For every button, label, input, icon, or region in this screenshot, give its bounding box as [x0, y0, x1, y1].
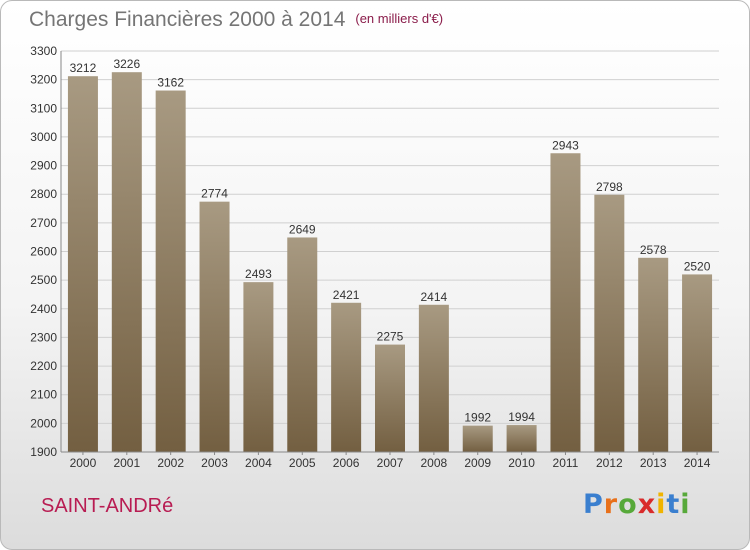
bar — [331, 302, 362, 452]
bar — [506, 425, 537, 452]
y-tick-label: 3000 — [30, 130, 57, 144]
x-tick-label: 2014 — [684, 456, 711, 470]
y-tick-label: 3300 — [30, 44, 57, 58]
y-tick-label: 2100 — [30, 388, 57, 402]
y-tick-label: 2900 — [30, 159, 57, 173]
y-tick-label: 2400 — [30, 302, 57, 316]
x-tick-label: 2006 — [333, 456, 360, 470]
data-label: 2649 — [289, 222, 316, 236]
data-label: 2774 — [201, 187, 228, 201]
bar-chart: 1900 2000 2100 2200 2300 2400 2500 2600 2700 2800… — [30, 44, 719, 470]
logo-letter: r — [603, 489, 619, 520]
data-label: 2520 — [684, 259, 711, 273]
y-tick-label: 3100 — [30, 101, 57, 115]
logo-letter: P — [583, 489, 604, 520]
y-tick-label: 2600 — [30, 245, 57, 259]
y-tick-label: 3200 — [30, 73, 57, 87]
data-label: 2414 — [421, 290, 448, 304]
bar — [67, 76, 98, 452]
logo-letter: x — [637, 489, 657, 520]
y-tick-label: 2300 — [30, 330, 57, 344]
logo-letter: i — [656, 489, 667, 520]
data-label: 3226 — [113, 57, 140, 71]
x-tick-label: 2012 — [596, 456, 623, 470]
logo-letter: i — [680, 489, 691, 520]
bar — [199, 201, 230, 452]
x-axis-ticks: 2000 2001 2002 2003 2004 2005 2006 2007 2008 2009… — [70, 452, 711, 470]
x-tick-label: 2000 — [70, 456, 97, 470]
proxiti-logo: Proxiti — [583, 489, 691, 520]
x-tick-label: 2008 — [421, 456, 448, 470]
bar — [638, 257, 669, 452]
y-tick-label: 2000 — [30, 416, 57, 430]
x-tick-label: 2005 — [289, 456, 316, 470]
bar — [550, 153, 581, 452]
y-tick-label: 2700 — [30, 216, 57, 230]
chart-title-text: Charges Financières 2000 à 2014 — [29, 8, 346, 31]
x-tick-label: 2004 — [245, 456, 272, 470]
logo-letter: t — [666, 489, 681, 520]
bars — [67, 72, 713, 453]
data-label: 2493 — [245, 267, 272, 281]
data-labels: 3212 3226 3162 2774 2493 2649 2421 2275 2414 1992… — [70, 57, 711, 424]
bar — [594, 194, 625, 452]
chart-unit: (en milliers d'€) — [355, 11, 444, 26]
data-label: 1994 — [508, 410, 535, 424]
data-label: 2943 — [552, 138, 579, 152]
data-label: 1992 — [464, 411, 491, 425]
data-label: 2275 — [377, 330, 404, 344]
data-label: 2798 — [596, 180, 623, 194]
x-tick-label: 2013 — [640, 456, 667, 470]
logo-letter: o — [618, 489, 638, 520]
x-tick-label: 2001 — [113, 456, 140, 470]
bar — [243, 282, 274, 452]
y-tick-label: 2500 — [30, 273, 57, 287]
y-tick-label: 2200 — [30, 359, 57, 373]
x-tick-label: 2011 — [553, 456, 579, 470]
x-tick-label: 2007 — [377, 456, 404, 470]
x-tick-label: 2002 — [157, 456, 184, 470]
y-axis-ticks: 1900 2000 2100 2200 2300 2400 2500 2600 2700 2800… — [30, 44, 57, 459]
bar — [375, 344, 405, 452]
x-tick-label: 2003 — [201, 456, 228, 470]
bar — [287, 237, 318, 452]
data-label: 2421 — [333, 288, 360, 302]
data-label: 2578 — [640, 243, 667, 257]
bar — [462, 425, 493, 452]
chart-title: Charges Financières 2000 à 2014 (en milli… — [29, 8, 443, 32]
bar — [111, 72, 142, 453]
bar — [418, 304, 449, 452]
city-name: SAINT-ANDRé — [41, 495, 174, 517]
bar — [155, 90, 186, 452]
data-label: 3212 — [70, 61, 97, 75]
y-tick-label: 1900 — [30, 445, 57, 459]
x-tick-label: 2009 — [464, 456, 491, 470]
bar — [682, 274, 713, 452]
x-tick-label: 2010 — [508, 456, 535, 470]
y-tick-label: 2800 — [30, 187, 57, 201]
data-label: 3162 — [157, 76, 184, 90]
